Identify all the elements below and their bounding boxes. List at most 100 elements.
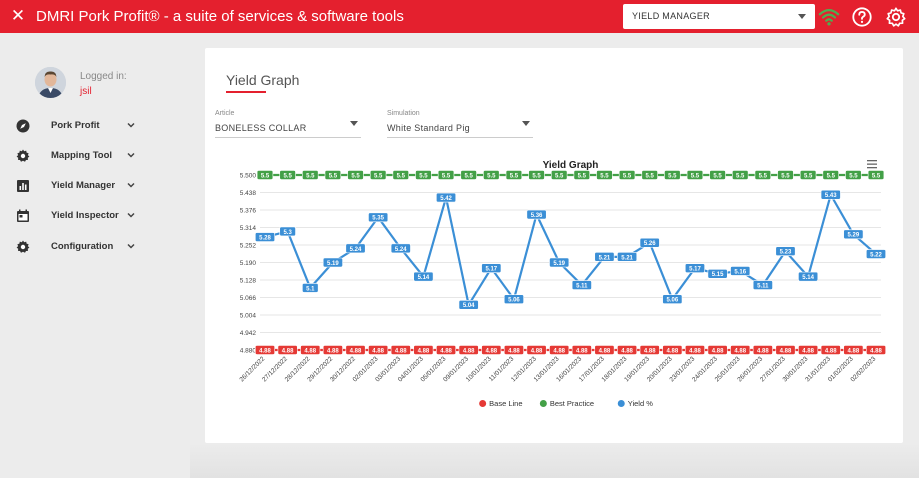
sidebar-item-pork-profit[interactable]: Pork Profit [14, 116, 142, 136]
yield-chart: Yield Graph 5.500 5.438 5.376 5.314 5.252 5.19… [238, 160, 886, 408]
y-tick-label: 5.376 [240, 208, 257, 215]
data-label-box [413, 271, 434, 282]
simulation-label: Simulation [387, 110, 420, 117]
y-tick-label: 5.314 [240, 225, 257, 232]
data-label: 4.88 [870, 348, 882, 354]
data-label-box [664, 170, 681, 180]
data-label: 5.5 [464, 173, 473, 179]
data-label: 5.14 [418, 275, 430, 281]
data-label-box [639, 237, 660, 248]
sidebar-item-yield-inspector[interactable]: Yield Inspector [14, 206, 142, 226]
data-label-box [777, 170, 794, 180]
chevron-down-icon [522, 121, 530, 126]
data-label-box [775, 246, 796, 257]
data-label: 5.36 [531, 213, 543, 219]
help-icon[interactable] [851, 6, 873, 28]
data-label: 5.3 [283, 230, 292, 236]
data-label: 5.42 [440, 196, 452, 202]
data-label: 5.11 [757, 283, 769, 289]
data-label: 4.88 [553, 348, 565, 354]
data-label: 5.21 [599, 255, 611, 261]
data-label-box [707, 345, 728, 355]
legend-marker [539, 400, 547, 407]
data-label-box [865, 345, 886, 355]
gear-icon[interactable] [885, 6, 907, 28]
data-label: 5.5 [306, 173, 315, 179]
data-label-box [526, 209, 547, 220]
gear-icon [16, 240, 30, 253]
data-label-box [458, 300, 479, 310]
data-label: 4.88 [531, 348, 543, 354]
chevron-down-icon [127, 243, 135, 249]
data-label: 5.06 [508, 298, 520, 304]
legend-item: Base Line [489, 399, 522, 408]
simulation-select[interactable]: Simulation White Standard Pig [387, 108, 533, 138]
y-tick-label: 5.004 [240, 313, 257, 320]
data-label: 5.5 [691, 173, 700, 179]
title-underline [226, 91, 266, 93]
y-tick-label: 5.190 [240, 260, 257, 267]
data-label: 4.88 [644, 348, 656, 354]
data-label: 5.5 [555, 173, 564, 179]
data-label-box [458, 345, 479, 355]
data-label: 4.88 [712, 348, 724, 354]
sidebar-item-mapping-tool[interactable]: Mapping Tool [14, 146, 142, 166]
data-label-box [302, 283, 319, 293]
data-label-box [345, 345, 366, 355]
data-label-box [347, 170, 364, 180]
chevron-down-icon [127, 122, 135, 128]
data-label-box [368, 212, 389, 223]
module-select-value: YIELD MANAGER [632, 11, 710, 21]
data-label: 4.88 [599, 348, 611, 354]
data-label: 5.5 [261, 173, 270, 179]
data-label-box [549, 345, 570, 355]
logged-in-label: Logged in: [80, 71, 127, 82]
sidebar-item-yield-manager[interactable]: Yield Manager [14, 176, 142, 196]
wifi-icon[interactable] [818, 6, 840, 28]
data-label-box [390, 243, 411, 254]
y-tick-label: 5.252 [240, 243, 257, 250]
data-label-box [820, 189, 841, 200]
data-label: 4.88 [327, 348, 339, 354]
chevron-down-icon [350, 121, 358, 126]
data-label: 5.04 [463, 303, 475, 309]
data-label: 5.22 [870, 252, 882, 258]
data-label-box [596, 170, 613, 180]
data-label-box [798, 345, 819, 355]
avatar [35, 67, 66, 98]
data-label-box [730, 266, 751, 276]
chevron-down-icon [127, 152, 135, 158]
app-title: DMRI Pork Profit® - a suite of services … [36, 8, 404, 25]
data-label: 5.1 [306, 286, 315, 292]
sidebar-item-configuration[interactable]: Configuration [14, 237, 142, 257]
data-label: 5.24 [350, 247, 362, 253]
data-label-box [528, 170, 545, 180]
data-label-box [617, 252, 638, 262]
user-name[interactable]: jsil [80, 86, 92, 97]
data-label: 5.5 [781, 173, 790, 179]
article-label: Article [215, 110, 235, 117]
y-tick-label: 4.942 [240, 330, 257, 337]
data-label: 4.88 [848, 348, 860, 354]
data-label: 5.5 [578, 173, 587, 179]
data-label-box [322, 257, 343, 268]
data-label-box [436, 192, 457, 203]
data-label-box [684, 263, 705, 273]
article-select[interactable]: Article BONELESS COLLAR [215, 108, 361, 138]
data-label: 5.35 [372, 216, 384, 222]
close-icon[interactable]: ✕ [10, 6, 26, 25]
data-label-box [752, 345, 773, 355]
data-label-box [254, 345, 275, 355]
data-label: 4.88 [485, 348, 497, 354]
data-label: 5.5 [397, 173, 406, 179]
data-label-box [822, 170, 839, 180]
data-label-box [865, 249, 886, 259]
data-label-box [799, 170, 817, 180]
data-label: 5.5 [646, 173, 655, 179]
module-select[interactable]: YIELD MANAGER [623, 4, 815, 29]
data-label-box [843, 345, 864, 355]
data-label-box [526, 345, 547, 355]
data-label-box [300, 345, 321, 355]
data-label-box [413, 345, 434, 355]
data-label: 4.88 [666, 348, 678, 354]
